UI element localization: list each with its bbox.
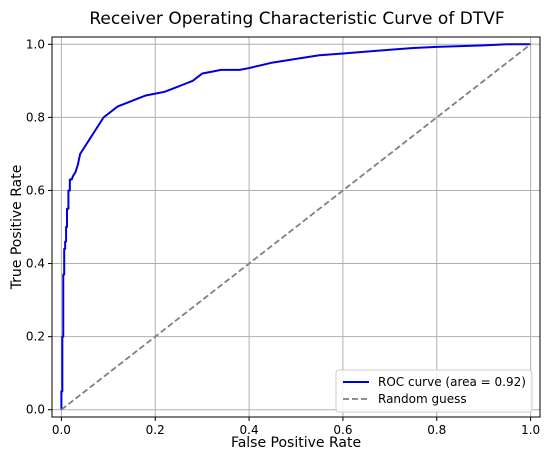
series-layer <box>60 43 532 411</box>
y-tick-label: 1.0 <box>26 37 45 51</box>
x-axis-label: False Positive Rate <box>231 435 361 451</box>
grid-lines <box>52 37 540 417</box>
random-guess-line <box>60 43 532 411</box>
legend: ROC curve (area = 0.92) Random guess <box>335 369 533 413</box>
x-tick-label: 1.0 <box>521 423 540 437</box>
roc-curve-line <box>60 43 531 410</box>
y-tick-label: 0.2 <box>26 330 45 344</box>
y-axis-label: True Positive Rate <box>9 165 25 291</box>
x-tick-label: 0.2 <box>146 423 165 437</box>
y-tick-label: 0.4 <box>26 257 45 271</box>
x-tick-label: 0.8 <box>427 423 446 437</box>
x-tick-label: 0.6 <box>333 423 352 437</box>
legend-label-roc: ROC curve (area = 0.92) <box>378 375 526 389</box>
axis-ticks: 0.0 0.2 0.4 0.6 0.8 1.0 0.0 0.2 0.4 0.6 0.8 1.0 <box>26 37 540 437</box>
chart-title: Receiver Operating Characteristic Curve … <box>89 9 504 29</box>
x-tick-label: 0.4 <box>240 423 259 437</box>
y-tick-label: 0.8 <box>26 110 45 124</box>
legend-box <box>335 369 533 413</box>
y-tick-label: 0.0 <box>26 403 45 417</box>
legend-label-random: Random guess <box>378 392 467 406</box>
y-tick-label: 0.6 <box>26 183 45 197</box>
x-tick-label: 0.0 <box>52 423 71 437</box>
plot-frame <box>51 36 541 418</box>
